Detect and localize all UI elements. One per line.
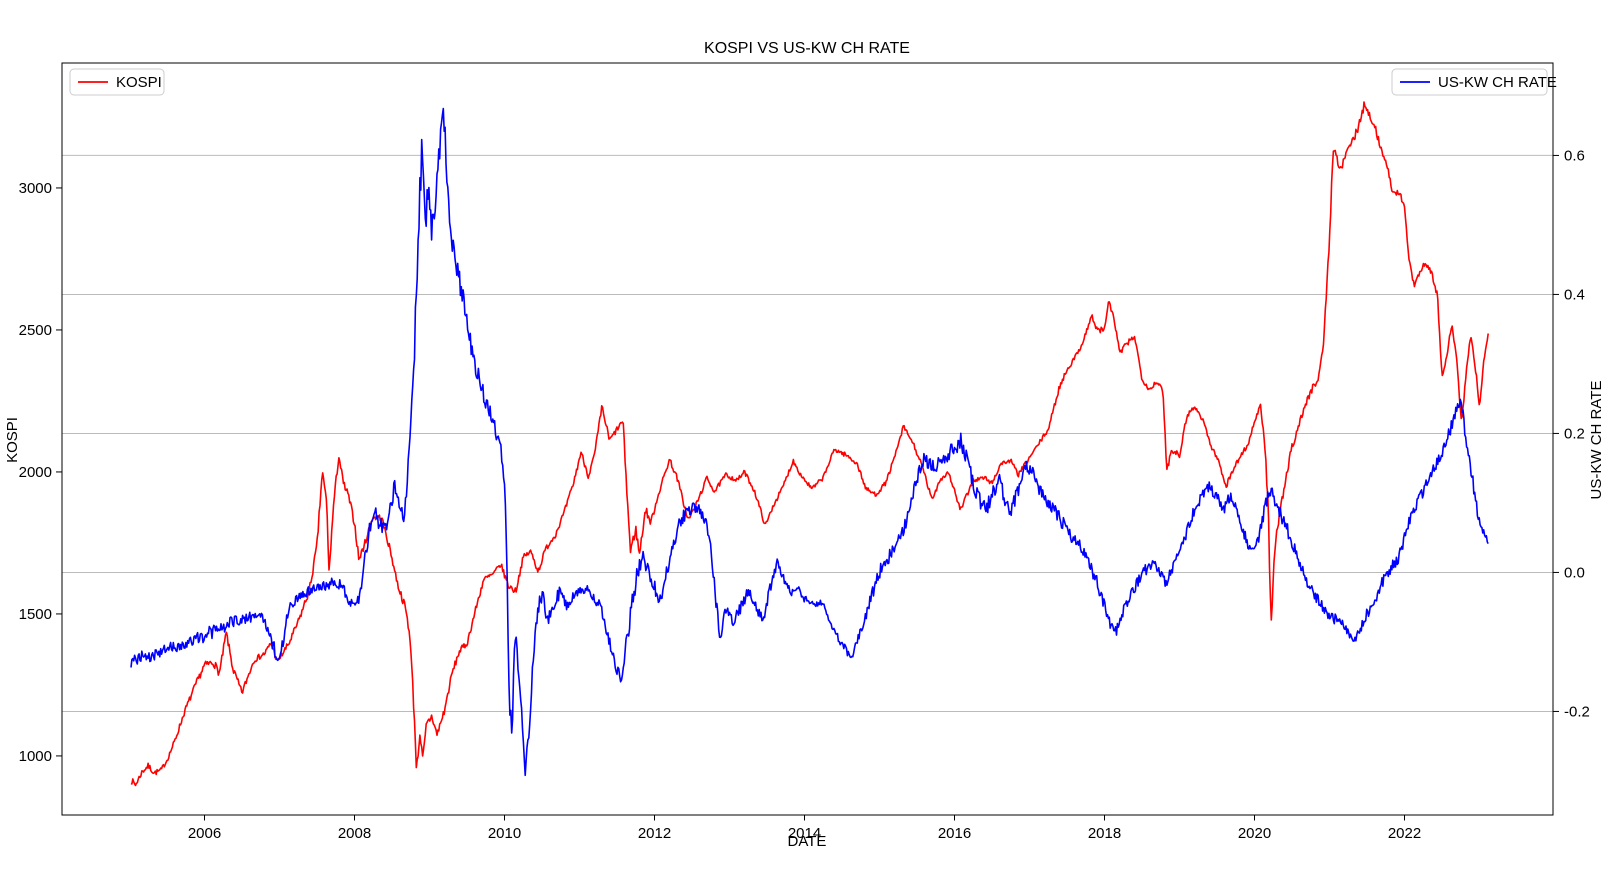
right-tick-label: 0.6 xyxy=(1564,147,1585,164)
x-tick-label: 2020 xyxy=(1238,825,1271,842)
x-tick-label: 2018 xyxy=(1088,825,1121,842)
left-tick-label: 3000 xyxy=(19,180,52,197)
series-line-kospi xyxy=(130,101,1489,787)
right-tick-label: -0.2 xyxy=(1564,703,1590,720)
legend-rate-box xyxy=(1391,68,1548,96)
x-axis-label: DATE xyxy=(788,833,827,850)
left-axis-ticks: 1000 1500 2000 2500 3000 xyxy=(19,180,62,765)
legend-kospi: KOSPI xyxy=(69,68,165,96)
series-lines xyxy=(130,101,1489,787)
legend-kospi-label: KOSPI xyxy=(116,74,162,91)
x-tick-label: 2022 xyxy=(1388,825,1421,842)
left-y-axis-label: KOSPI xyxy=(4,417,21,463)
x-tick-label: 2014 xyxy=(788,825,821,842)
right-tick-label: 0.4 xyxy=(1564,286,1585,303)
right-y-axis-label: US-KW CH RATE xyxy=(1588,381,1605,500)
left-tick-label: 1500 xyxy=(19,606,52,623)
chart-title: KOSPI VS US-KW CH RATE xyxy=(704,40,910,57)
gridlines xyxy=(62,154,1553,712)
x-tick-label: 2016 xyxy=(938,825,971,842)
left-tick-label: 1000 xyxy=(19,748,52,765)
right-tick-label: 0.2 xyxy=(1564,425,1585,442)
series-line-us-kw-ch-rate xyxy=(130,107,1489,777)
x-tick-label: 2010 xyxy=(488,825,521,842)
legend-rate: US-KW CH RATE xyxy=(1391,68,1557,96)
left-tick-label: 2500 xyxy=(19,322,52,339)
plot-border xyxy=(61,62,1554,816)
left-tick-label: 2000 xyxy=(19,464,52,481)
legend-rate-label: US-KW CH RATE xyxy=(1438,74,1557,91)
right-axis-ticks: -0.2 0.0 0.2 0.4 0.6 xyxy=(1553,147,1590,720)
right-tick-label: 0.0 xyxy=(1564,564,1585,581)
x-tick-label: 2008 xyxy=(338,825,371,842)
x-tick-label: 2012 xyxy=(638,825,671,842)
legend-kospi-box xyxy=(69,68,165,96)
x-axis-ticks: 2006 2008 2010 2012 2014 2016 2018 2020 2022 xyxy=(188,815,1421,842)
x-tick-label: 2006 xyxy=(188,825,221,842)
